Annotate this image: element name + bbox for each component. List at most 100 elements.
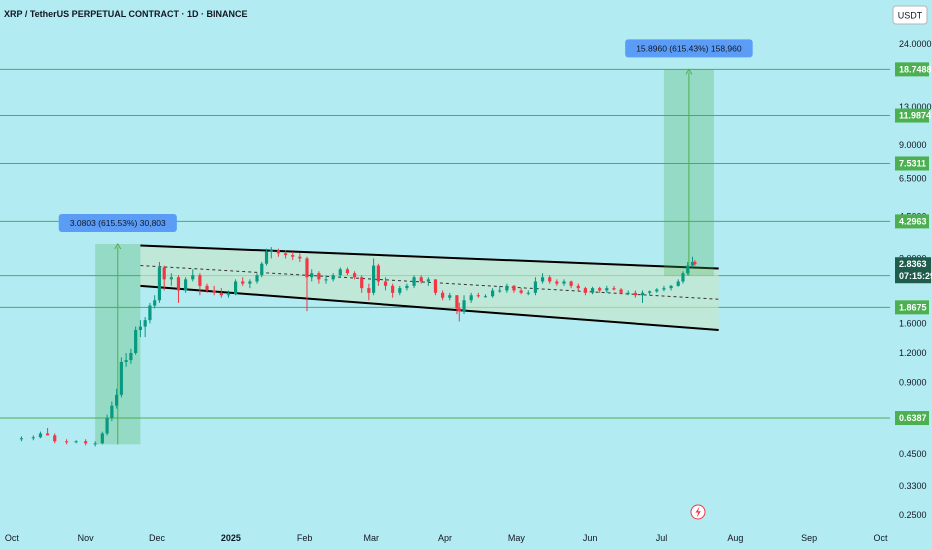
candle-body xyxy=(283,253,288,256)
candle-body xyxy=(498,290,502,292)
y-tick-label: 0.9000 xyxy=(899,378,927,388)
candle-body xyxy=(255,275,259,282)
level-price-label: 11.9874 xyxy=(899,111,931,121)
x-tick-label: Oct xyxy=(873,533,888,543)
candle-body xyxy=(512,285,516,291)
candle-body xyxy=(205,285,209,291)
candle-body xyxy=(338,269,342,276)
candle-body xyxy=(686,265,690,274)
x-tick-label: Jun xyxy=(583,533,598,543)
time-axis[interactable]: Oct Nov Dec 2025 Feb Mar Apr May Jun Jul Aug Sep Oct xyxy=(5,533,888,543)
candle-body xyxy=(690,261,695,266)
candle-body xyxy=(260,263,264,276)
candle-body xyxy=(619,289,623,293)
candle-body xyxy=(433,279,438,293)
lightning-icon[interactable] xyxy=(690,504,706,520)
y-tick-label: 0.2500 xyxy=(899,510,927,520)
candle-body xyxy=(184,279,188,291)
candle-body xyxy=(662,288,666,290)
y-tick-label: 0.4500 xyxy=(899,449,927,459)
candle-body xyxy=(105,417,109,434)
candle-body xyxy=(162,267,166,280)
candle-body xyxy=(45,433,50,436)
candle-body xyxy=(505,285,509,291)
level-price-label: 7.5311 xyxy=(899,158,926,168)
candlesticks xyxy=(19,247,697,447)
candle-body xyxy=(562,281,566,284)
current-price-label: 2.8363 xyxy=(899,259,927,269)
descending-channel xyxy=(140,244,719,331)
candle-body xyxy=(405,285,409,289)
candle-body xyxy=(143,320,147,327)
y-tick-label: 1.2000 xyxy=(899,348,927,358)
candle-body xyxy=(548,277,552,282)
x-tick-label: Feb xyxy=(297,533,313,543)
x-tick-label: Oct xyxy=(5,533,20,543)
candle-body xyxy=(19,438,24,440)
y-tick-label: 6.5000 xyxy=(899,174,927,184)
level-price-tag xyxy=(895,62,929,77)
candle-body xyxy=(119,361,123,395)
candle-body xyxy=(264,251,269,264)
candle-body xyxy=(360,277,364,289)
level-price-tag xyxy=(895,300,929,315)
currency-button[interactable]: USDT xyxy=(892,5,928,25)
level-price-label: 4.2963 xyxy=(899,216,927,226)
candle-body xyxy=(65,441,69,443)
x-tick-label: Sep xyxy=(801,533,817,543)
candle-body xyxy=(669,285,673,289)
candle-body xyxy=(93,443,97,445)
candle-body xyxy=(276,250,281,254)
candle-body xyxy=(569,281,573,286)
x-tick-label: Jul xyxy=(656,533,668,543)
candle-body xyxy=(412,277,416,286)
candle-body xyxy=(169,277,173,280)
y-tick-label: 13.0000 xyxy=(899,102,932,112)
candle-body xyxy=(462,300,466,312)
candle-body xyxy=(148,305,152,321)
candle-body xyxy=(483,296,488,298)
level-price-label: 0.6387 xyxy=(899,413,927,423)
candle-body xyxy=(305,258,309,278)
candle-body xyxy=(38,433,43,438)
price-axis[interactable]: 24.000013.00009.00006.50004.50003.00001.… xyxy=(890,0,932,550)
candle-body xyxy=(176,277,181,291)
candle-body xyxy=(540,277,545,282)
candle-body xyxy=(469,295,473,301)
candle-body xyxy=(153,300,157,306)
candle-body xyxy=(519,290,523,293)
x-tick-label: Mar xyxy=(363,533,379,543)
candle-body xyxy=(391,285,395,293)
candle-body xyxy=(533,281,538,293)
candle-body xyxy=(31,437,35,439)
candle-body xyxy=(317,273,321,280)
measure-arrow-head xyxy=(685,68,693,75)
channel-mid-line xyxy=(140,265,719,300)
measure-callout-label: 3.0803 (615.53%) 30,803 xyxy=(70,218,166,228)
candle-body xyxy=(198,275,202,286)
x-tick-label: Dec xyxy=(149,533,166,543)
candle-body xyxy=(100,433,104,444)
candle-body xyxy=(640,292,645,296)
candle-body xyxy=(655,289,659,292)
candle-body xyxy=(367,288,371,293)
candle-body xyxy=(324,279,328,281)
candle-body xyxy=(583,288,588,293)
x-tick-label: Nov xyxy=(78,533,95,543)
candle-body xyxy=(681,273,685,282)
level-price-tag xyxy=(895,156,929,171)
candle-body xyxy=(457,308,461,312)
candle-body xyxy=(124,360,128,362)
candle-body xyxy=(605,288,609,291)
candle-body xyxy=(372,265,376,293)
candle-body xyxy=(590,288,595,293)
y-tick-label: 9.0000 xyxy=(899,140,927,150)
candle-body xyxy=(576,285,580,289)
candle-body xyxy=(476,295,480,297)
candle-body xyxy=(693,261,697,265)
candle-body xyxy=(441,292,445,298)
candle-body xyxy=(138,326,143,330)
level-price-tag xyxy=(895,214,929,229)
candle-body xyxy=(110,405,114,418)
